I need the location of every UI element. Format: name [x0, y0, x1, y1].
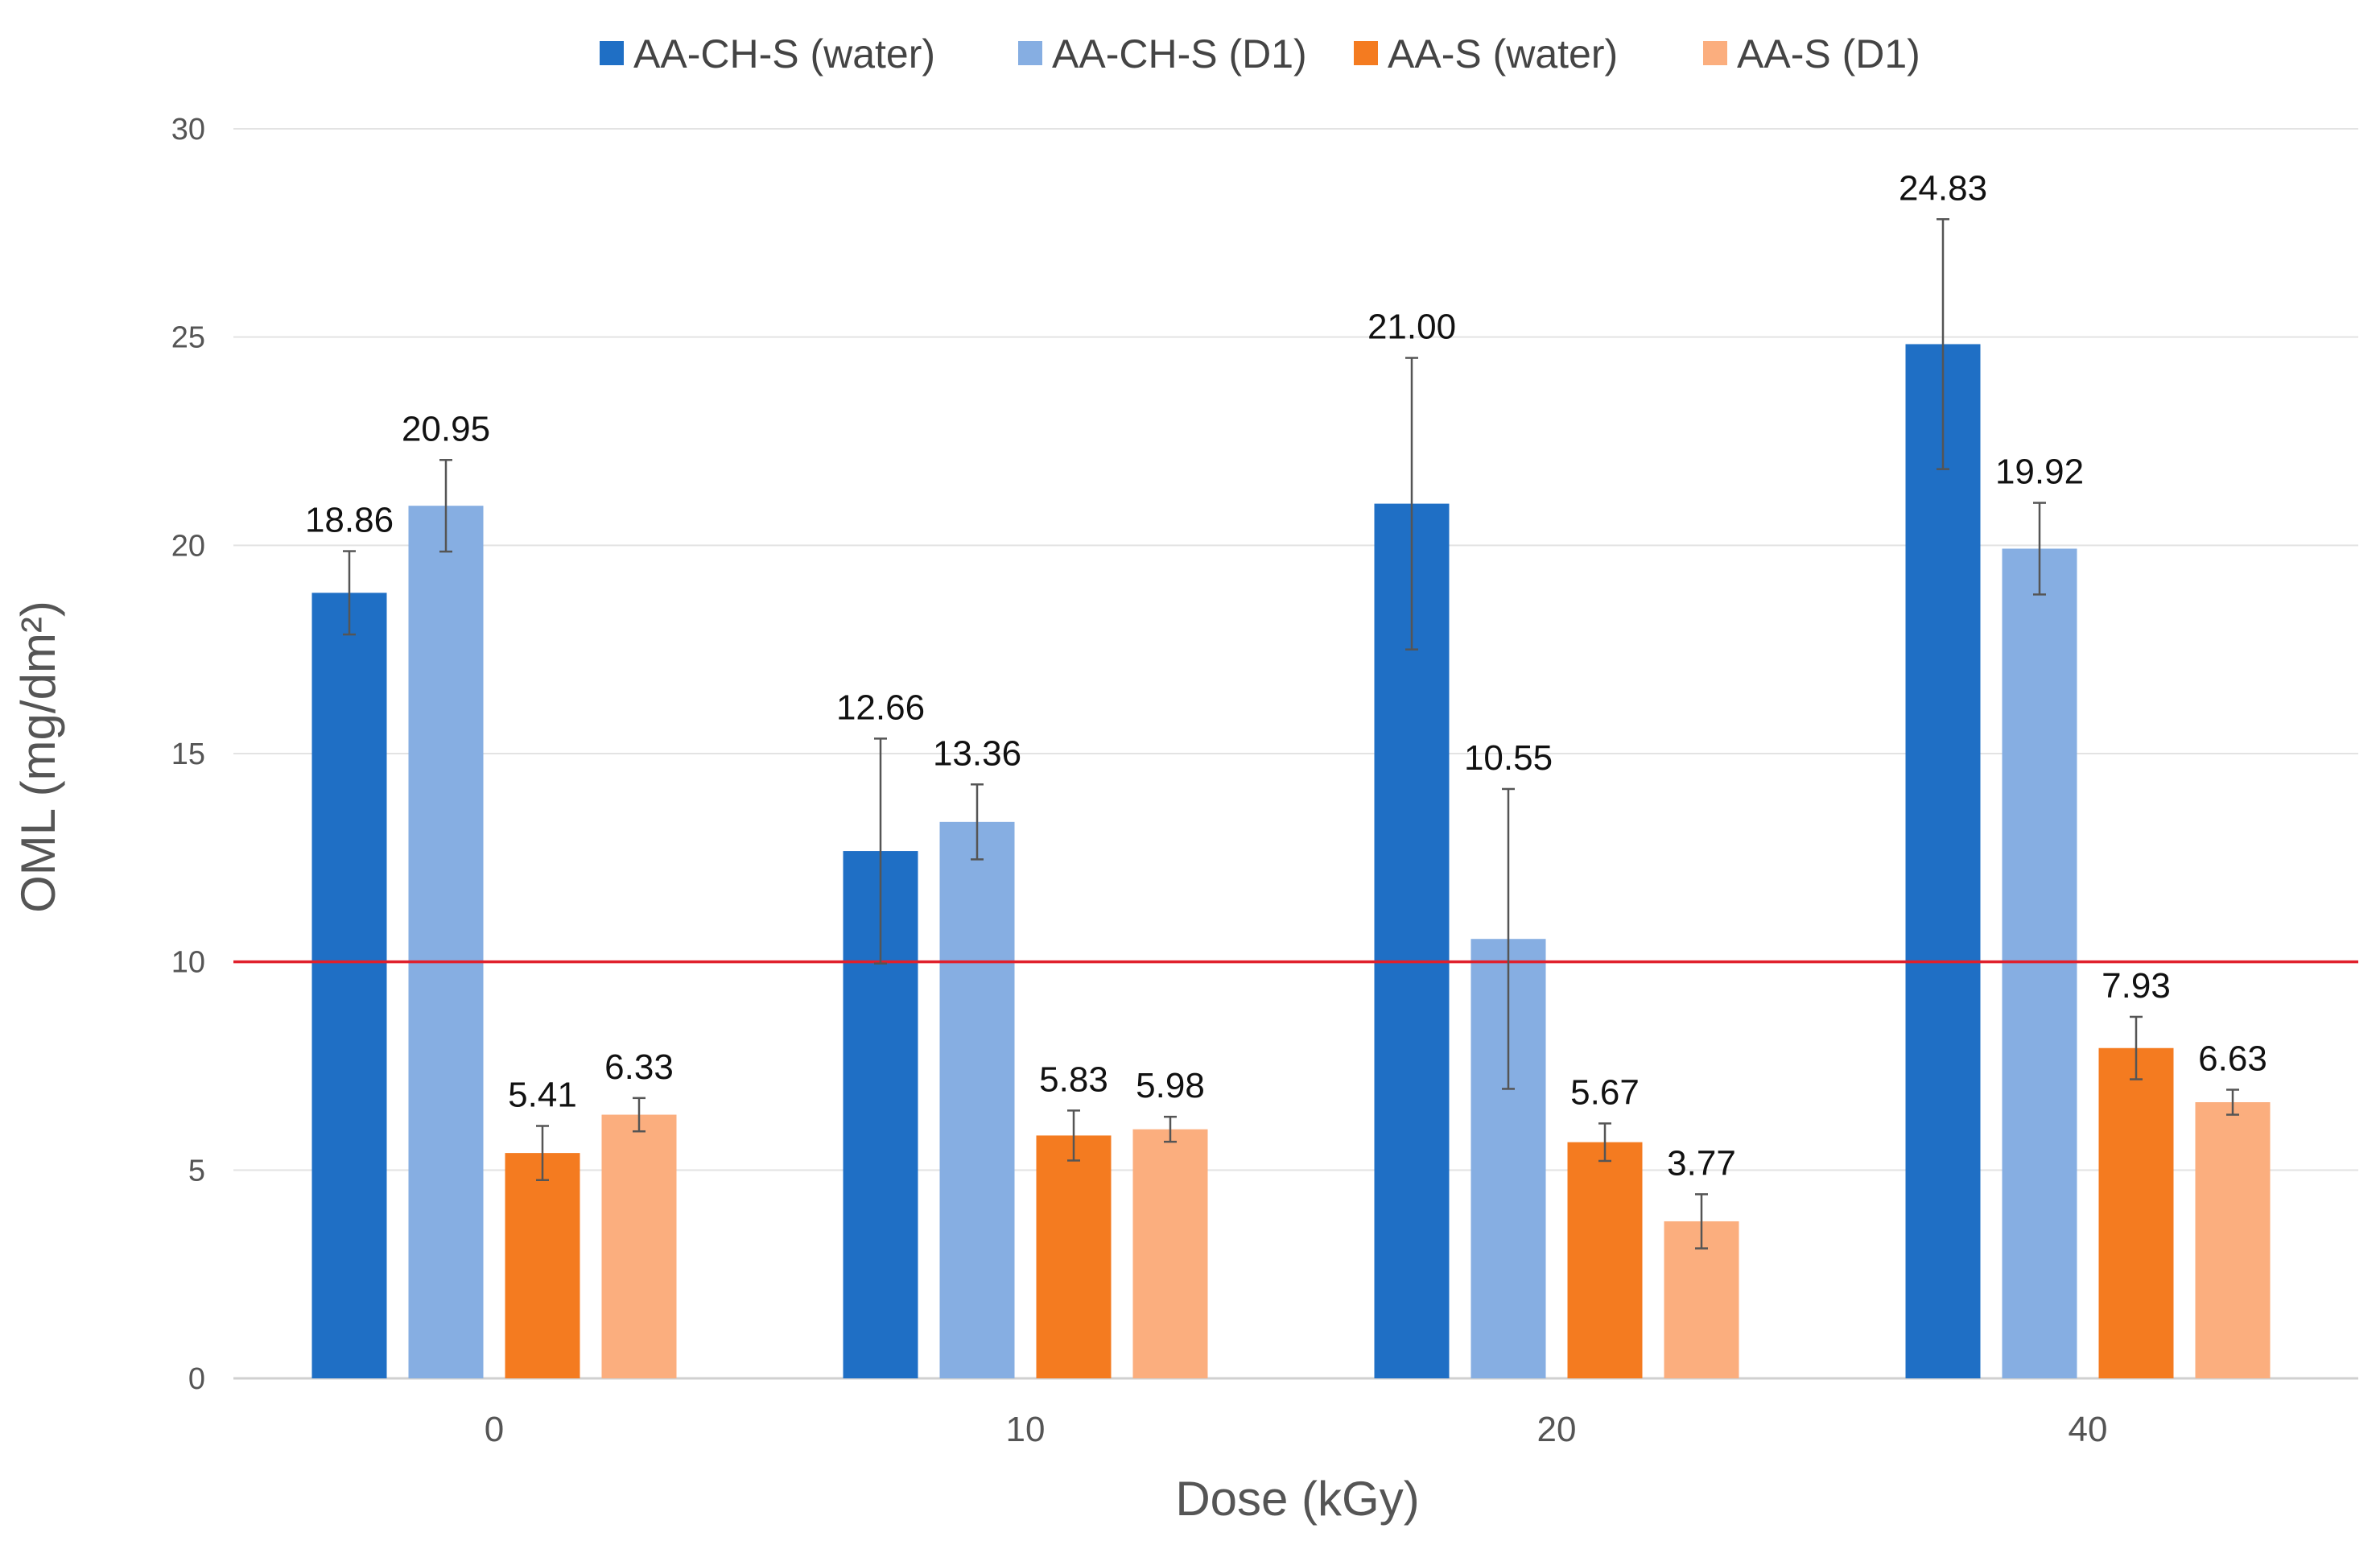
bar: [2195, 1102, 2271, 1378]
y-tick-label: 15: [171, 737, 205, 771]
data-label: 24.83: [1899, 168, 1987, 208]
bar: [601, 1114, 677, 1378]
data-label: 20.95: [402, 409, 490, 448]
data-label: 13.36: [933, 733, 1021, 773]
y-tick-label: 30: [171, 113, 205, 147]
legend-swatch: [1354, 41, 1378, 65]
legend: AA-CH-S (water) AA-CH-S (D1) AA-S (water) A…: [600, 31, 1920, 76]
legend-swatch: [1018, 41, 1042, 65]
data-label: 3.77: [1667, 1143, 1736, 1183]
bar: [1132, 1129, 1208, 1378]
legend-label: AA-CH-S (D1): [1052, 31, 1307, 76]
data-label: 5.98: [1136, 1066, 1205, 1105]
x-axis-title: Dose (kGy): [1175, 1472, 1419, 1526]
y-tick-label: 25: [171, 321, 205, 355]
data-label: 18.86: [305, 501, 394, 540]
axes: 0 5 10 15 20 25 30 0 10 20 40: [171, 113, 2108, 1449]
data-label: 19.92: [1995, 452, 2084, 492]
bar: [1036, 1135, 1112, 1378]
data-label: 6.63: [2198, 1039, 2267, 1078]
bar: [1567, 1142, 1643, 1378]
x-tick-label: 0: [485, 1410, 504, 1449]
data-label: 5.41: [508, 1075, 577, 1114]
x-tick-label: 40: [2069, 1410, 2108, 1449]
x-tick-label: 20: [1537, 1410, 1577, 1449]
y-tick-label: 0: [188, 1362, 205, 1396]
bars: [311, 344, 2271, 1379]
y-axis-title: OML (mg/dm²): [11, 601, 65, 913]
data-label: 5.67: [1570, 1072, 1640, 1112]
error-bars: [343, 218, 2239, 1250]
data-label: 5.83: [1039, 1060, 1108, 1099]
bar: [505, 1153, 580, 1378]
bar: [1905, 344, 1981, 1379]
y-tick-label: 5: [188, 1154, 205, 1188]
bar: [2098, 1047, 2174, 1378]
y-tick-label: 10: [171, 946, 205, 980]
legend-label: AA-S (water): [1388, 31, 1618, 76]
data-label: 12.66: [836, 688, 925, 727]
bar: [939, 821, 1015, 1378]
data-label: 10.55: [1464, 738, 1553, 778]
data-label: 6.33: [604, 1047, 674, 1087]
bar: [408, 506, 484, 1378]
legend-label: AA-CH-S (water): [633, 31, 935, 76]
legend-swatch: [600, 41, 624, 65]
data-label: 21.00: [1367, 308, 1456, 347]
legend-swatch: [1703, 41, 1727, 65]
legend-label: AA-S (D1): [1737, 31, 1920, 76]
x-tick-label: 10: [1006, 1410, 1046, 1449]
y-tick-label: 20: [171, 529, 205, 563]
data-label: 7.93: [2102, 966, 2171, 1006]
bar: [311, 593, 387, 1378]
bar: [2002, 548, 2077, 1379]
